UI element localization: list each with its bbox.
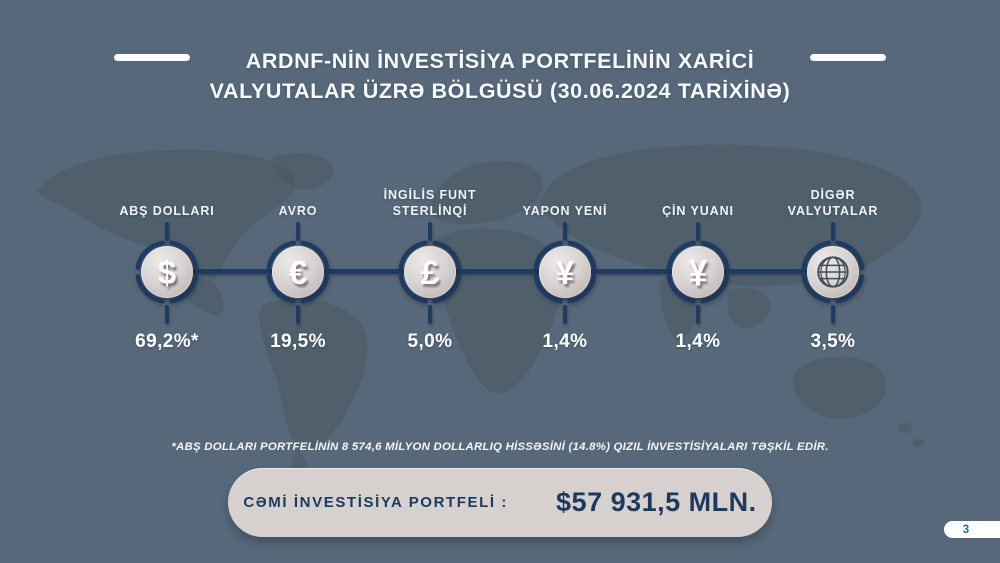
total-portfolio-value: $57 931,5 MLN.: [556, 487, 757, 517]
node-tick-top: [562, 222, 568, 241]
currency-connector-line: [167, 269, 833, 274]
currency-label: İNGİLİS FUNT STERLİNQİ: [383, 187, 477, 218]
page-number: 3: [962, 523, 970, 536]
currency-percent: 1,4%: [542, 331, 588, 352]
node-tick-bottom: [562, 305, 568, 324]
currency-percent: 1,4%: [675, 331, 721, 352]
node-tick-top: [427, 222, 433, 241]
euro-symbol: €: [288, 253, 308, 291]
yuan-symbol: ¥: [688, 251, 708, 293]
title-right-dash: [810, 54, 887, 61]
yen-icon: ¥: [533, 240, 597, 304]
currency-node-cny: ÇİN YUANI ¥ 1,4%: [628, 183, 768, 353]
currency-label: AVRO: [278, 203, 318, 218]
euro-icon: €: [266, 240, 330, 304]
page-title: ARDNF-NİN İNVESTİSİYA PORTFELİNİN XARİCİ…: [210, 46, 791, 106]
currency-label: YAPON YENİ: [522, 203, 608, 218]
yuan-icon: ¥: [666, 240, 730, 304]
footnote: *ABŞ DOLLARI PORTFELİNİN 8 574,6 MİLYON …: [171, 441, 829, 453]
coin-circle: ¥: [672, 246, 724, 298]
dollar-icon: $: [135, 240, 199, 304]
node-tick-top: [164, 222, 170, 241]
node-tick-top: [830, 222, 836, 241]
currency-percent: 3,5%: [810, 331, 856, 352]
currency-node-usd: ABŞ DOLLARI $ 69,2%*: [97, 183, 237, 353]
page-title-line2: VALYUTALAR ÜZRƏ BÖLGÜSÜ (30.06.2024 TARİ…: [209, 79, 791, 104]
node-tick-bottom: [695, 305, 701, 324]
coin-circle: $: [141, 246, 193, 298]
yen-symbol: ¥: [555, 253, 575, 291]
node-tick-bottom: [295, 305, 301, 324]
coin-circle: ¥: [539, 246, 591, 298]
currency-percent: 5,0%: [407, 331, 453, 352]
total-portfolio-label: CƏMİ İNVESTİSİYA PORTFELİ :: [243, 494, 509, 511]
globe-glyph: [817, 256, 849, 288]
node-tick-bottom: [164, 305, 170, 324]
globe-icon: [801, 240, 865, 304]
coin-circle: €: [272, 246, 324, 298]
node-tick-bottom: [427, 305, 433, 324]
title-left-dash: [113, 54, 190, 61]
page-number-badge: 3: [944, 521, 1000, 538]
currency-percent: 19,5%: [270, 331, 326, 352]
total-portfolio-panel: CƏMİ İNVESTİSİYA PORTFELİ : $57 931,5 ML…: [228, 468, 772, 537]
slide-header: ARDNF-NİN İNVESTİSİYA PORTFELİNİN XARİCİ…: [0, 46, 1000, 106]
currency-node-gbp: İNGİLİS FUNT STERLİNQİ £ 5,0%: [360, 183, 500, 353]
currency-node-other: DİGƏR VALYUTALAR 3,5%: [763, 183, 903, 353]
pound-icon: £: [398, 240, 462, 304]
currency-node-jpy: YAPON YENİ ¥ 1,4%: [495, 183, 635, 353]
pound-symbol: £: [420, 253, 440, 291]
currency-node-eur: AVRO € 19,5%: [228, 183, 368, 353]
currency-label: DİGƏR VALYUTALAR: [787, 187, 879, 218]
node-tick-top: [295, 222, 301, 241]
node-tick-bottom: [830, 305, 836, 324]
node-tick-top: [695, 222, 701, 241]
currency-label: ÇİN YUANI: [662, 203, 734, 218]
currency-percent: 69,2%*: [135, 331, 199, 352]
page-title-line1: ARDNF-NİN İNVESTİSİYA PORTFELİNİN XARİCİ: [245, 49, 755, 73]
coin-circle: [807, 246, 859, 298]
coin-circle: £: [404, 246, 456, 298]
currency-label: ABŞ DOLLARI: [119, 203, 215, 218]
dollar-symbol: $: [157, 253, 177, 291]
